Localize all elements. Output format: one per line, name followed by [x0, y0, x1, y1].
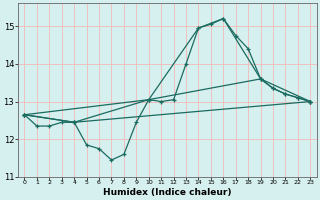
- X-axis label: Humidex (Indice chaleur): Humidex (Indice chaleur): [103, 188, 232, 197]
